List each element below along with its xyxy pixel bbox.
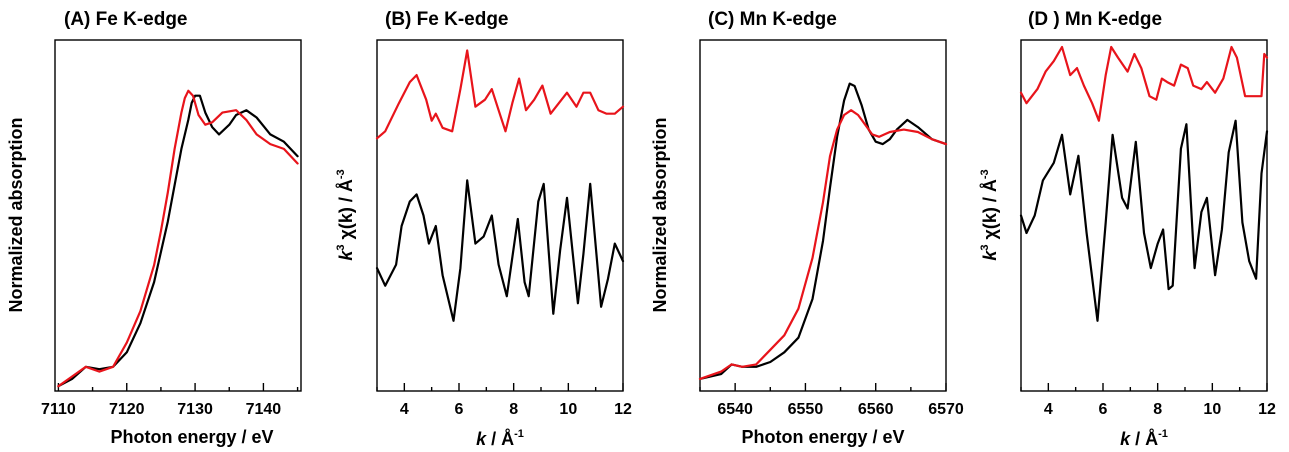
panel-d-x-axis-label: k / Å-1: [1120, 428, 1168, 449]
x-tick-label: 6: [1099, 401, 1108, 418]
panel-d-x-axis-label-exponent: -1: [1158, 428, 1168, 440]
panel-c-series-line-red: [698, 109, 948, 380]
x-tick-label: 4: [400, 401, 409, 418]
panel-c-title: (C) Mn K-edge: [708, 9, 837, 30]
panel-a-x-axis-label: Photon energy / eV: [110, 427, 273, 447]
x-tick-label: 8: [1153, 401, 1162, 418]
panel-b-series-line-black: [375, 179, 625, 322]
x-tick-label: 6: [455, 401, 464, 418]
panel-d-x-axis-label-symbol: k: [1120, 429, 1131, 449]
panel-b-y-axis-label-exponent: -3: [335, 169, 347, 179]
panel-a-series-line-red: [57, 89, 299, 388]
x-tick-label: 10: [1203, 401, 1221, 418]
panel-c-x-axis-label: Photon energy / eV: [741, 427, 904, 447]
panel-d-x-axis-ticks: 4 6 8 10 12: [1020, 383, 1276, 418]
x-tick-label: 7140: [246, 401, 282, 418]
panel-c-y-axis-label: Normalized absorption: [650, 117, 670, 312]
x-tick-label: 6570: [928, 401, 964, 418]
panel-d: (D ) Mn K-edge 4 6 8 10 12 k / Å-1 k3 χ(k) /…: [979, 9, 1276, 449]
panel-b-x-axis-label-exponent: -1: [514, 428, 524, 440]
panel-c-plot-frame: [699, 39, 947, 392]
x-tick-label: 6540: [717, 401, 753, 418]
x-tick-label: 6550: [788, 401, 824, 418]
panel-d-y-axis-label-unit: χ(k) / Å: [980, 179, 1000, 244]
panel-d-y-axis-label: k3 χ(k) / Å-3: [979, 169, 1000, 260]
panel-c-series-line-black: [698, 82, 948, 380]
panel-d-y-axis-label-symbol: k: [980, 250, 1000, 261]
panel-d-y-axis-label-power: 3: [979, 245, 991, 251]
panel-b-series-line-red: [375, 49, 625, 140]
x-tick-label: 8: [509, 401, 518, 418]
panel-b-series: [375, 49, 625, 322]
panel-b-y-axis-label-symbol: k: [336, 250, 356, 261]
panel-d-series: [1019, 45, 1269, 322]
panel-b-y-axis-label: k3 χ(k) / Å-3: [335, 169, 356, 260]
panel-b-x-axis-label: k / Å-1: [476, 428, 524, 449]
panel-b-title: (B) Fe K-edge: [385, 9, 509, 30]
panel-b-y-axis-label-power: 3: [335, 245, 347, 251]
panel-b: (B) Fe K-edge 4 6 8 10 12 k / Å-1 k3 χ(k) / …: [335, 9, 632, 449]
x-tick-label: 7130: [177, 401, 213, 418]
panel-c-series: [698, 82, 948, 380]
panel-a: (A) Fe K-edge 7110 7120 7130 7140 Photon en…: [6, 9, 302, 447]
x-tick-label: 7110: [41, 401, 76, 418]
panel-a-title: (A) Fe K-edge: [64, 9, 188, 30]
panel-b-y-axis-label-unit: χ(k) / Å: [336, 179, 356, 244]
x-tick-label: 12: [1258, 401, 1276, 418]
panel-b-plot-frame: [376, 39, 624, 392]
panel-b-x-axis-label-unit: / Å: [486, 429, 514, 449]
panel-c: (C) Mn K-edge 6540 6550 6560 6570 Photon en…: [650, 9, 964, 447]
panel-b-x-axis-label-symbol: k: [476, 429, 487, 449]
panel-d-y-axis-label-exponent: -3: [979, 169, 991, 179]
panel-a-series: [57, 89, 299, 388]
x-tick-label: 12: [614, 401, 632, 418]
x-tick-label: 6560: [858, 401, 894, 418]
panel-b-x-axis-ticks: 4 6 8 10 12: [376, 383, 632, 418]
panel-a-y-axis-label: Normalized absorption: [6, 117, 26, 312]
panel-d-plot-frame: [1020, 39, 1268, 392]
x-tick-label: 4: [1044, 401, 1053, 418]
x-tick-label: 7120: [109, 401, 145, 418]
panel-d-x-axis-label-unit: / Å: [1130, 429, 1158, 449]
panel-a-x-axis-ticks: 7110 7120 7130 7140: [41, 383, 299, 418]
panel-d-series-line-black: [1019, 119, 1269, 322]
panel-c-x-axis-ticks: 6540 6550 6560 6570: [699, 383, 964, 418]
panel-d-series-line-red: [1019, 45, 1269, 122]
x-tick-label: 10: [559, 401, 577, 418]
panel-d-title: (D ) Mn K-edge: [1028, 9, 1162, 30]
panel-a-plot-frame: [54, 39, 302, 392]
